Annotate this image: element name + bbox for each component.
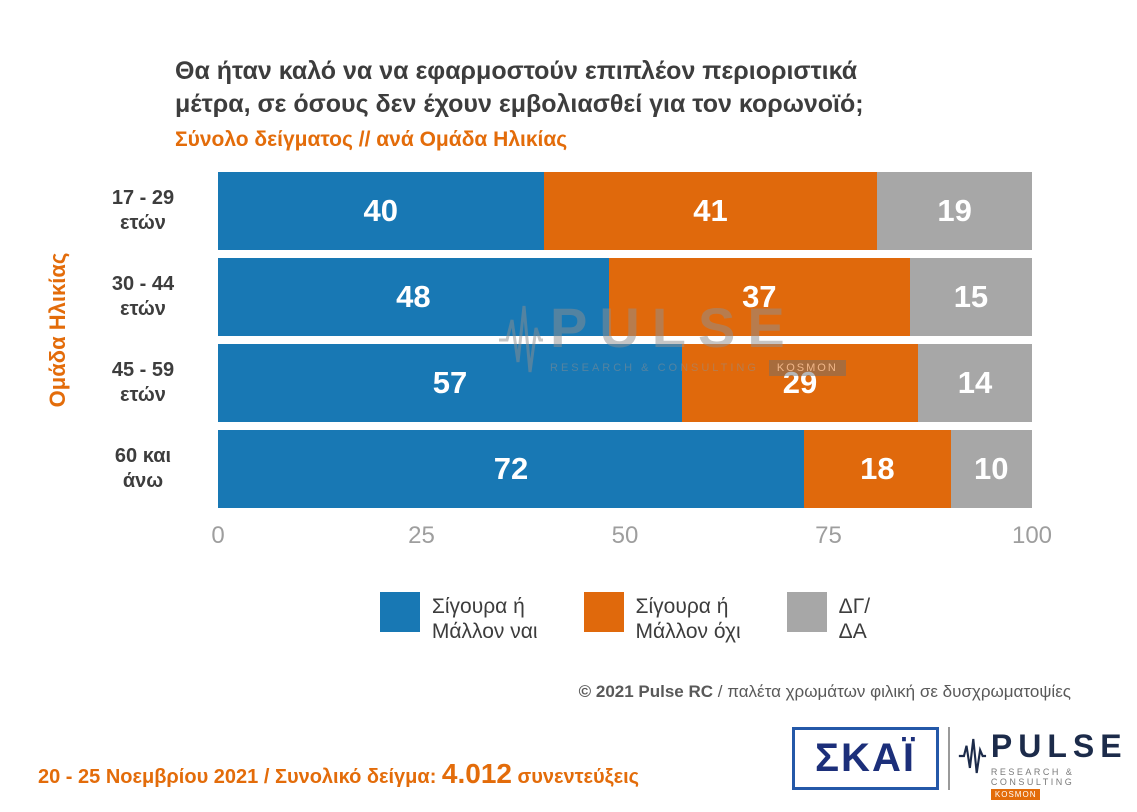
copyright-owner: © 2021 Pulse RC bbox=[578, 682, 714, 701]
legend-item: ΔΓ/ ΔΑ bbox=[786, 592, 871, 644]
chart-legend: Σίγουρα ή Μάλλον ναι Σίγουρα ή Μάλλον όχι… bbox=[218, 592, 1032, 644]
bar-value-label: 72 bbox=[493, 451, 529, 486]
survey-footer-note: 20 - 25 Νοεμβρίου 2021 / Συνολικό δείγμα… bbox=[38, 758, 639, 790]
footer-sample-value: 4.012 bbox=[441, 758, 512, 789]
category-label: 45 - 59 ετών bbox=[111, 359, 175, 406]
x-tick-label: 50 bbox=[611, 522, 639, 549]
bar-value-label: 41 bbox=[693, 193, 728, 228]
x-tick-label: 100 bbox=[1011, 522, 1053, 549]
stacked-bar: 72 18 10 bbox=[218, 430, 1032, 508]
footer-date-range: 20 - 25 Νοεμβρίου 2021 bbox=[38, 766, 259, 788]
pulse-logo-text-block: PULSE RESEARCH & CONSULTING KOSMON bbox=[990, 728, 1137, 800]
bar-segment: 19 bbox=[877, 172, 1032, 250]
bar-value-label: 37 bbox=[742, 279, 777, 314]
bar-value-label: 29 bbox=[782, 365, 818, 400]
pulse-logo-subtitle: RESEARCH & CONSULTING bbox=[990, 766, 1075, 787]
bar-row: 45 - 59 ετών 57 29 14 bbox=[68, 344, 1032, 422]
bar-value-label: 18 bbox=[860, 451, 895, 486]
legend-swatch bbox=[786, 592, 827, 632]
bar-segment: 15 bbox=[909, 258, 1032, 336]
legend-item: Σίγουρα ή Μάλλον ναι bbox=[379, 592, 538, 644]
legend-item: Σίγουρα ή Μάλλον όχι bbox=[583, 592, 741, 644]
pulse-logo-kosmon-badge: KOSMON bbox=[990, 788, 1041, 800]
bar-segment: 41 bbox=[543, 172, 878, 250]
copyright-note: / παλέτα χρωμάτων φιλική σε δυσχρωματοψί… bbox=[713, 682, 1071, 701]
bar-row: 17 - 29 ετών 40 41 19 bbox=[68, 172, 1032, 250]
x-tick-label: 0 bbox=[211, 522, 225, 549]
stacked-bar: 40 41 19 bbox=[218, 172, 1032, 250]
legend-swatch bbox=[583, 592, 624, 632]
bar-segment: 48 bbox=[218, 258, 609, 336]
stacked-bar-chart: 17 - 29 ετών 40 41 19 30 - 44 ετών 48 37 15 45 -… bbox=[68, 172, 1052, 556]
bar-segment: 29 bbox=[681, 344, 919, 422]
bar-segment: 37 bbox=[608, 258, 910, 336]
skai-logo: ΣΚΑΪ bbox=[792, 727, 939, 790]
category-label: 17 - 29 ετών bbox=[111, 187, 175, 234]
bar-value-label: 57 bbox=[432, 365, 468, 400]
bar-value-label: 14 bbox=[957, 365, 993, 400]
bar-value-label: 19 bbox=[937, 193, 972, 228]
bar-row: 30 - 44 ετών 48 37 15 bbox=[68, 258, 1032, 336]
bar-segment: 14 bbox=[918, 344, 1032, 422]
x-tick-label: 25 bbox=[408, 522, 435, 549]
bar-segment: 40 bbox=[218, 172, 544, 250]
bar-segment: 10 bbox=[950, 430, 1032, 508]
footer-separator: / bbox=[258, 766, 275, 788]
bar-value-label: 48 bbox=[396, 279, 431, 314]
chart-title-line1: Θα ήταν καλό να να εφαρμοστούν επιπλέον … bbox=[175, 57, 858, 85]
stacked-bar: 48 37 15 bbox=[218, 258, 1032, 336]
bar-segment: 18 bbox=[804, 430, 951, 508]
legend-swatch bbox=[379, 592, 420, 632]
category-label: 60 και άνω bbox=[114, 445, 172, 492]
x-tick-label: 75 bbox=[815, 522, 842, 549]
chart-subtitle: Σύνολο δείγματος // ανά Ομάδα Ηλικίας bbox=[175, 128, 568, 151]
bar-segment: 57 bbox=[218, 344, 682, 422]
legend-label: ΔΓ/ ΔΑ bbox=[838, 595, 871, 644]
category-label: 30 - 44 ετών bbox=[111, 273, 175, 320]
bar-value-label: 10 bbox=[974, 451, 1009, 486]
stacked-bar: 57 29 14 bbox=[218, 344, 1032, 422]
chart-title-line2: μέτρα, σε όσους δεν έχουν εμβολιασθεί γι… bbox=[175, 89, 864, 118]
copyright-line: © 2021 Pulse RC / παλέτα χρωμάτων φιλική… bbox=[579, 682, 1071, 702]
logo-divider bbox=[948, 727, 950, 790]
bar-value-label: 40 bbox=[363, 193, 399, 228]
skai-logo-text: ΣΚΑΪ bbox=[815, 736, 916, 780]
pulse-waveform-icon bbox=[958, 738, 987, 774]
pulse-logo: PULSE RESEARCH & CONSULTING KOSMON bbox=[958, 728, 1137, 800]
chart-title: Θα ήταν καλό να να εφαρμοστούν επιπλέον … bbox=[175, 55, 864, 120]
footer-sample-label: Συνολικό δείγμα: bbox=[274, 766, 442, 788]
bar-row: 60 και άνω 72 18 10 bbox=[68, 430, 1032, 508]
bar-segment: 72 bbox=[218, 430, 805, 508]
footer-sample-unit: συνεντεύξεις bbox=[512, 766, 640, 788]
legend-label: Σίγουρα ή Μάλλον ναι bbox=[431, 595, 538, 644]
x-axis: 0 25 50 75 100 bbox=[211, 522, 1052, 556]
bar-value-label: 15 bbox=[953, 279, 989, 314]
legend-label: Σίγουρα ή Μάλλον όχι bbox=[635, 595, 741, 644]
pulse-logo-word: PULSE bbox=[990, 728, 1128, 764]
bar-rows: 17 - 29 ετών 40 41 19 30 - 44 ετών 48 37 15 45 -… bbox=[68, 172, 1032, 508]
